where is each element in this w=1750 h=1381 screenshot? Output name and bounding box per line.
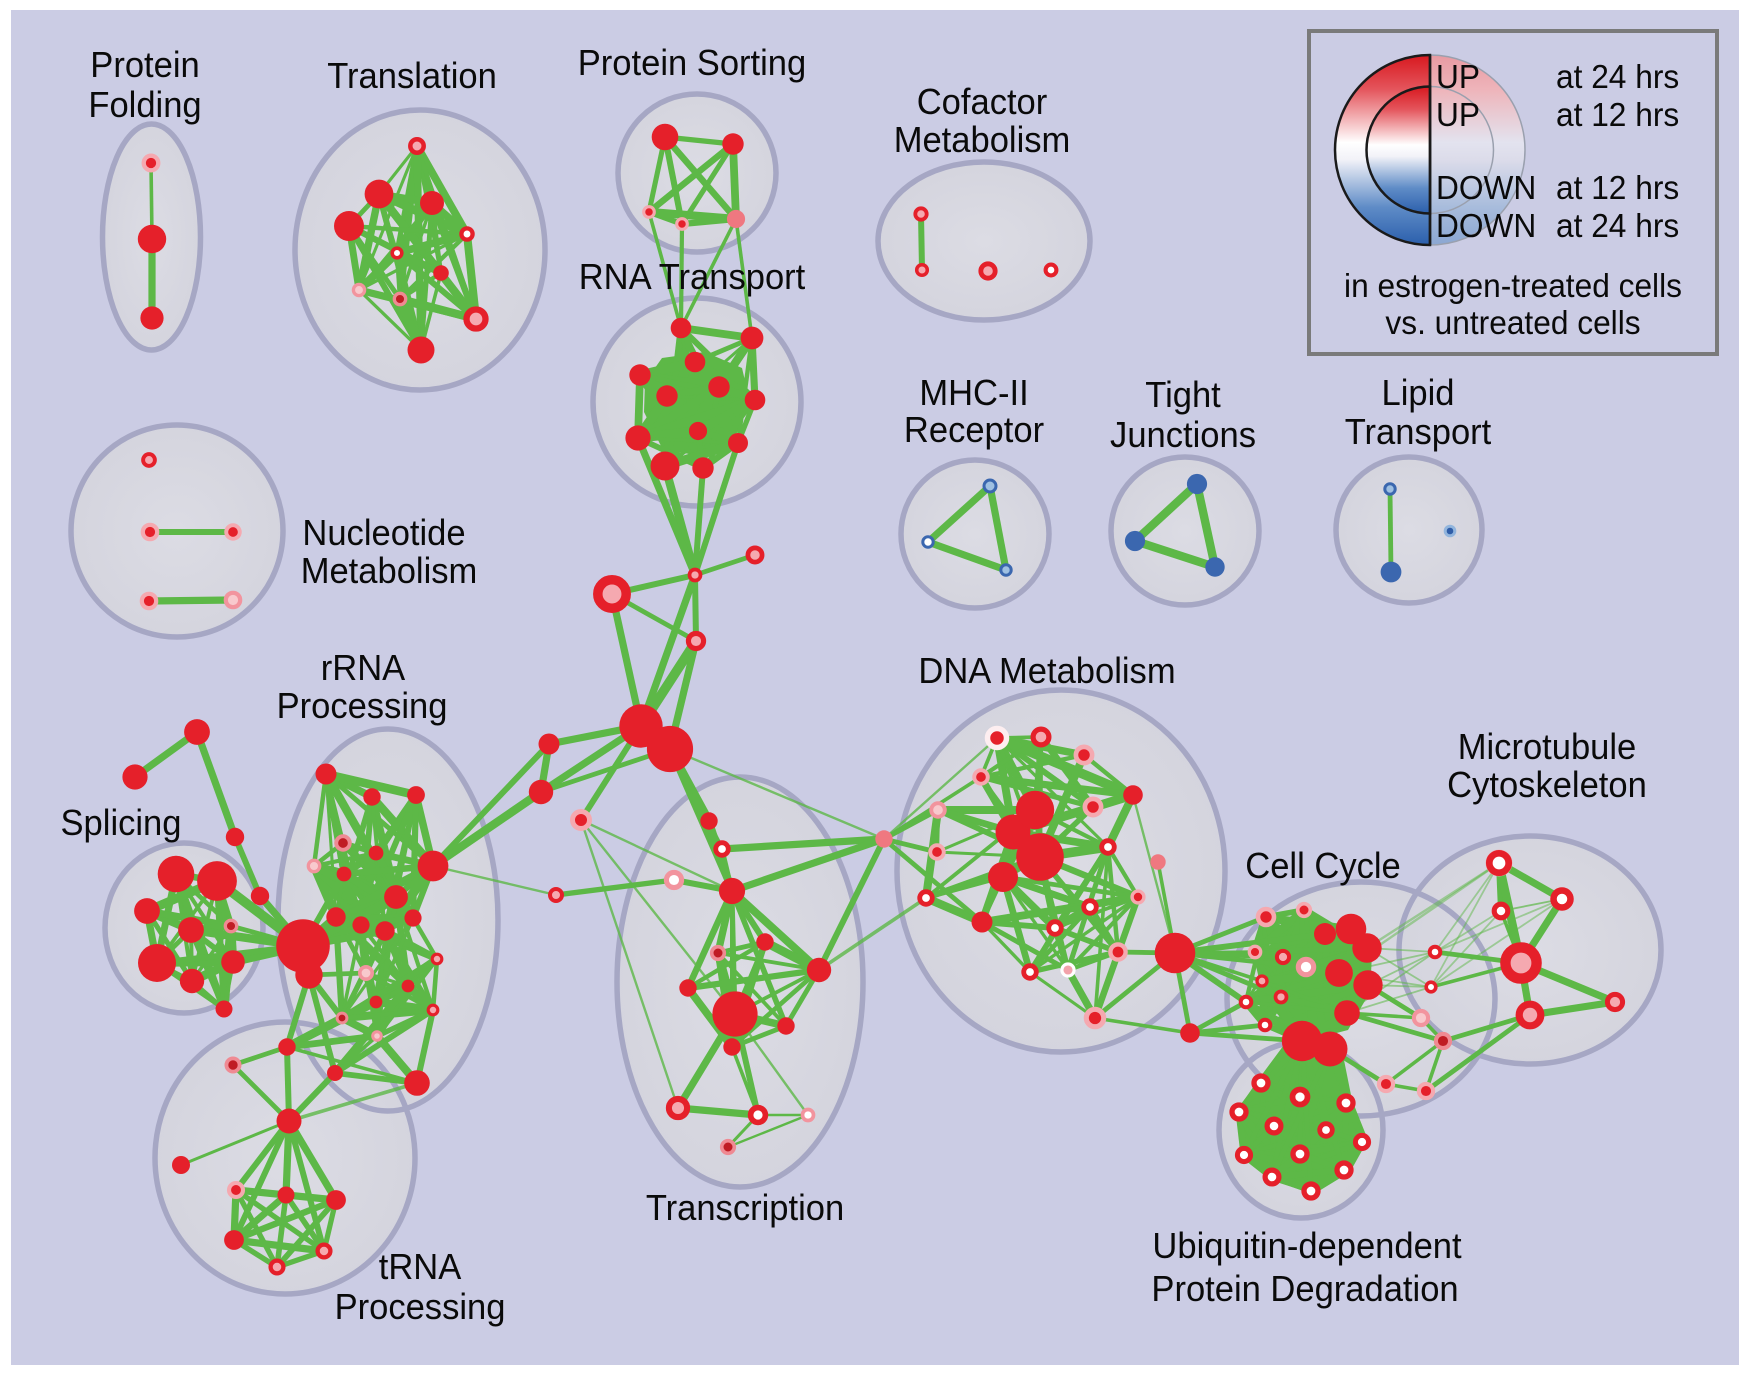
svg-text:Nucleotide: Nucleotide	[302, 513, 465, 553]
svg-text:Metabolism: Metabolism	[301, 551, 478, 591]
svg-text:at 12 hrs: at 12 hrs	[1556, 169, 1679, 206]
svg-text:Protein Degradation: Protein Degradation	[1151, 1269, 1458, 1309]
svg-text:MHC-II: MHC-II	[919, 373, 1028, 413]
svg-text:Translation: Translation	[327, 56, 497, 96]
svg-text:Splicing: Splicing	[61, 803, 182, 843]
svg-text:Tight: Tight	[1145, 375, 1221, 415]
svg-text:Protein Sorting: Protein Sorting	[578, 43, 806, 83]
svg-text:Transport: Transport	[1345, 412, 1492, 452]
svg-text:RNA Transport: RNA Transport	[579, 257, 806, 297]
svg-text:tRNA: tRNA	[379, 1247, 462, 1287]
svg-text:Ubiquitin-dependent: Ubiquitin-dependent	[1152, 1226, 1461, 1266]
svg-text:DNA Metabolism: DNA Metabolism	[918, 651, 1175, 691]
svg-text:UP: UP	[1436, 96, 1480, 133]
svg-text:Cofactor: Cofactor	[917, 82, 1048, 122]
svg-text:Folding: Folding	[88, 85, 201, 125]
svg-text:Transcription: Transcription	[646, 1188, 844, 1228]
svg-text:rRNA: rRNA	[321, 648, 406, 688]
svg-text:Processing: Processing	[335, 1287, 506, 1327]
svg-text:Receptor: Receptor	[904, 410, 1044, 450]
svg-text:Cytoskeleton: Cytoskeleton	[1447, 765, 1647, 805]
svg-text:at 12 hrs: at 12 hrs	[1556, 96, 1679, 133]
svg-text:DOWN: DOWN	[1436, 169, 1536, 206]
svg-text:Junctions: Junctions	[1110, 415, 1256, 455]
svg-text:Microtubule: Microtubule	[1458, 727, 1637, 767]
svg-text:Metabolism: Metabolism	[894, 120, 1071, 160]
svg-text:Cell Cycle: Cell Cycle	[1245, 846, 1400, 886]
svg-text:Processing: Processing	[277, 686, 448, 726]
svg-text:DOWN: DOWN	[1436, 207, 1536, 244]
svg-text:UP: UP	[1436, 58, 1480, 95]
svg-text:at 24 hrs: at 24 hrs	[1556, 58, 1679, 95]
svg-text:Lipid: Lipid	[1382, 373, 1455, 413]
svg-text:vs. untreated cells: vs. untreated cells	[1385, 304, 1640, 341]
svg-text:in estrogen-treated cells: in estrogen-treated cells	[1344, 267, 1682, 304]
svg-text:Protein: Protein	[90, 45, 199, 85]
svg-text:at 24 hrs: at 24 hrs	[1556, 207, 1679, 244]
